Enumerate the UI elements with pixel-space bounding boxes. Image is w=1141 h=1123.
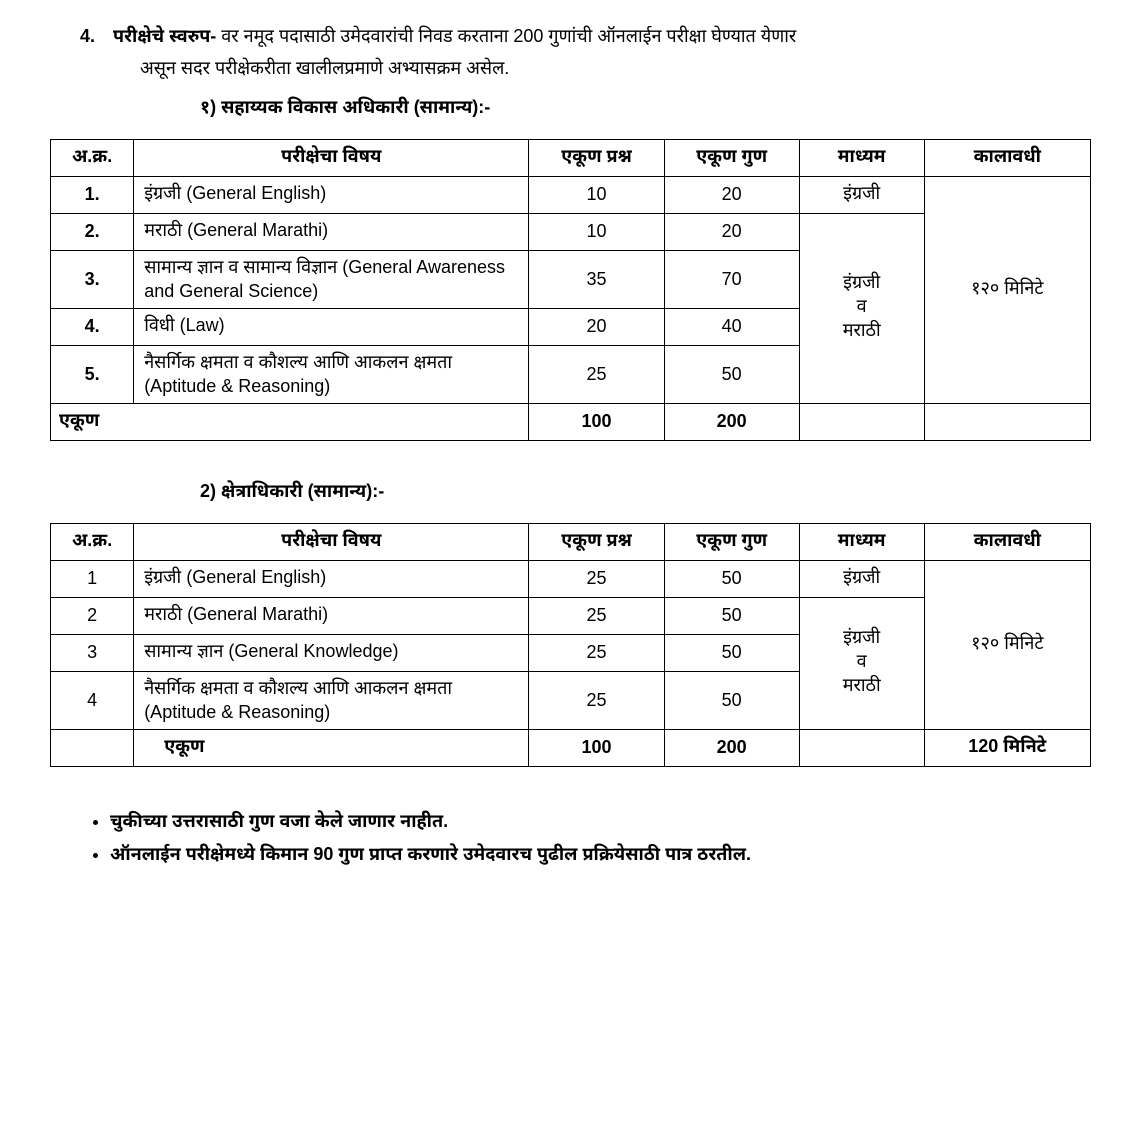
cell-sr: 3.: [51, 250, 134, 308]
cell-m: 40: [664, 308, 799, 345]
th-sr: अ.क्र.: [51, 139, 134, 176]
cell-m: 50: [664, 560, 799, 597]
table-header-row: अ.क्र. परीक्षेचा विषय एकूण प्रश्न एकूण ग…: [51, 523, 1091, 560]
cell-empty: [924, 403, 1090, 440]
cell-sr: 2.: [51, 213, 134, 250]
cell-sr: 4.: [51, 308, 134, 345]
note-item: चुकीच्या उत्तरासाठी गुण वजा केले जाणार न…: [110, 807, 1091, 836]
cell-medium-merged: इंग्रजी व मराठी: [799, 213, 924, 403]
cell-total-label: एकूण: [134, 729, 529, 766]
note-item: ऑनलाईन परीक्षेमध्ये किमान 90 गुण प्राप्त…: [110, 840, 1091, 869]
cell-subject: सामान्य ज्ञान (General Knowledge): [134, 634, 529, 671]
medium-line3: मराठी: [843, 675, 881, 695]
cell-q: 20: [529, 308, 664, 345]
cell-medium: इंग्रजी: [799, 560, 924, 597]
cell-m: 20: [664, 176, 799, 213]
table-row: 1 इंग्रजी (General English) 25 50 इंग्रज…: [51, 560, 1091, 597]
cell-total-dur: 120 मिनिटे: [924, 729, 1090, 766]
cell-sr: 4: [51, 671, 134, 729]
cell-subject: मराठी (General Marathi): [134, 213, 529, 250]
cell-subject: इंग्रजी (General English): [134, 176, 529, 213]
medium-line1: इंग्रजी: [843, 627, 880, 647]
intro-title: परीक्षेचे स्वरुप-: [113, 26, 216, 46]
cell-subject: मराठी (General Marathi): [134, 597, 529, 634]
subheading-2: 2) क्षेत्राधिकारी (सामान्य):-: [200, 481, 1091, 505]
cell-duration: १२० मिनिटे: [924, 560, 1090, 729]
th-medium: माध्यम: [799, 523, 924, 560]
table-1: अ.क्र. परीक्षेचा विषय एकूण प्रश्न एकूण ग…: [50, 139, 1091, 441]
notes-list: चुकीच्या उत्तरासाठी गुण वजा केले जाणार न…: [110, 807, 1091, 869]
cell-sr: 5.: [51, 345, 134, 403]
th-marks: एकूण गुण: [664, 139, 799, 176]
th-duration: कालावधी: [924, 139, 1090, 176]
cell-subject: विधी (Law): [134, 308, 529, 345]
cell-m: 70: [664, 250, 799, 308]
intro-line1: वर नमूद पदासाठी उमेदवारांची निवड करताना …: [216, 26, 796, 46]
cell-q: 10: [529, 213, 664, 250]
cell-subject: नैसर्गिक क्षमता व कौशल्य आणि आकलन क्षमता…: [134, 671, 529, 729]
cell-m: 50: [664, 597, 799, 634]
cell-m: 50: [664, 345, 799, 403]
cell-m: 20: [664, 213, 799, 250]
table-total-row: एकूण 100 200: [51, 403, 1091, 440]
cell-m: 50: [664, 671, 799, 729]
table-header-row: अ.क्र. परीक्षेचा विषय एकूण प्रश्न एकूण ग…: [51, 139, 1091, 176]
cell-total-blank: [134, 403, 529, 440]
cell-q: 25: [529, 597, 664, 634]
cell-total-label: एकूण: [51, 403, 134, 440]
cell-subject: सामान्य ज्ञान व सामान्य विज्ञान (General…: [134, 250, 529, 308]
cell-sr: 1.: [51, 176, 134, 213]
cell-m: 50: [664, 634, 799, 671]
cell-subject: इंग्रजी (General English): [134, 560, 529, 597]
cell-q: 25: [529, 345, 664, 403]
th-marks: एकूण गुण: [664, 523, 799, 560]
cell-sr: 3: [51, 634, 134, 671]
cell-subject: नैसर्गिक क्षमता व कौशल्य आणि आकलन क्षमता…: [134, 345, 529, 403]
cell-total-m: 200: [664, 729, 799, 766]
table-2: अ.क्र. परीक्षेचा विषय एकूण प्रश्न एकूण ग…: [50, 523, 1091, 767]
cell-medium: इंग्रजी: [799, 176, 924, 213]
table-row: 1. इंग्रजी (General English) 10 20 इंग्र…: [51, 176, 1091, 213]
th-subject: परीक्षेचा विषय: [134, 523, 529, 560]
intro-line2: असून सदर परीक्षेकरीता खालीलप्रमाणे अभ्या…: [140, 58, 509, 78]
cell-sr: 2: [51, 597, 134, 634]
th-duration: कालावधी: [924, 523, 1090, 560]
cell-q: 10: [529, 176, 664, 213]
cell-empty: [51, 729, 134, 766]
cell-medium-merged: इंग्रजी व मराठी: [799, 597, 924, 729]
cell-total-q: 100: [529, 403, 664, 440]
th-questions: एकूण प्रश्न: [529, 523, 664, 560]
table-total-row: एकूण 100 200 120 मिनिटे: [51, 729, 1091, 766]
th-questions: एकूण प्रश्न: [529, 139, 664, 176]
cell-empty: [799, 729, 924, 766]
cell-q: 25: [529, 634, 664, 671]
th-sr: अ.क्र.: [51, 523, 134, 560]
cell-total-q: 100: [529, 729, 664, 766]
cell-empty: [799, 403, 924, 440]
medium-line1: इंग्रजी: [843, 272, 880, 292]
intro-number: 4.: [80, 20, 108, 52]
th-subject: परीक्षेचा विषय: [134, 139, 529, 176]
th-medium: माध्यम: [799, 139, 924, 176]
medium-line2: व: [857, 651, 867, 671]
cell-q: 25: [529, 560, 664, 597]
medium-line3: मराठी: [843, 320, 881, 340]
cell-q: 25: [529, 671, 664, 729]
subheading-1: १) सहाय्यक विकास अधिकारी (सामान्य):-: [200, 97, 1091, 121]
cell-sr: 1: [51, 560, 134, 597]
cell-total-m: 200: [664, 403, 799, 440]
cell-duration: १२० मिनिटे: [924, 176, 1090, 403]
intro-paragraph: 4. परीक्षेचे स्वरुप- वर नमूद पदासाठी उमे…: [80, 20, 1061, 85]
medium-line2: व: [857, 296, 867, 316]
cell-q: 35: [529, 250, 664, 308]
